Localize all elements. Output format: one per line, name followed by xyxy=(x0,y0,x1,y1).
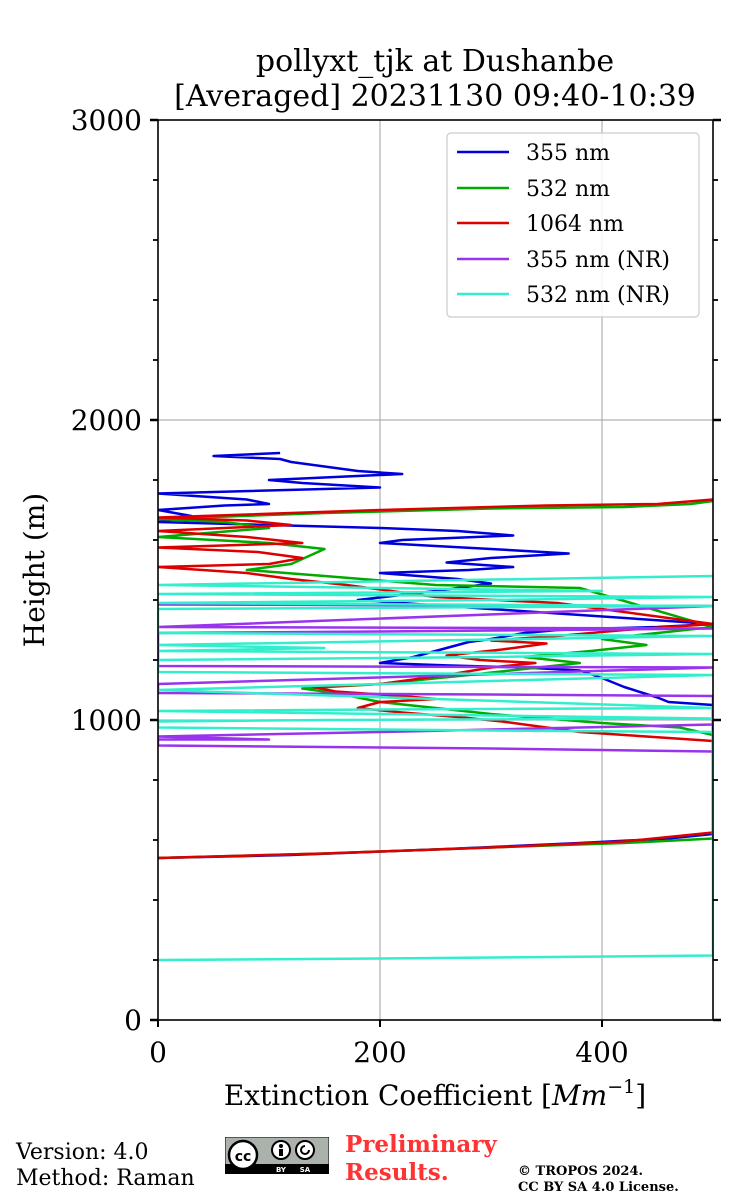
preliminary-line2: Results. xyxy=(345,1159,449,1186)
y-axis-label: Height (m) xyxy=(18,493,51,647)
x-tick-label-0: 0 xyxy=(149,1036,167,1069)
series-line-4 xyxy=(158,574,713,962)
x-tick-label-400: 400 xyxy=(575,1036,628,1069)
y-tick-label-3000: 3000 xyxy=(71,104,142,137)
copyright-notice: © TROPOS 2024. CC BY SA 4.0 License. xyxy=(518,1164,679,1196)
chart-title-line2: [Averaged] 20231130 09:40-10:39 xyxy=(174,79,696,114)
cc-icon xyxy=(227,1139,259,1171)
plot-frame xyxy=(157,119,714,1021)
x-tick-label-200: 200 xyxy=(353,1036,406,1069)
by-icon-body xyxy=(279,1149,283,1156)
version-text: Version: 4.0 xyxy=(16,1140,149,1165)
by-label: BY xyxy=(276,1166,287,1174)
x-axis-label-unit: Mm xyxy=(551,1079,607,1112)
series-line-3 xyxy=(158,603,713,753)
x-axis-label: Extinction Coefficient [Mm−1] xyxy=(224,1076,646,1112)
cc-license-badge: cc BY SA xyxy=(225,1137,329,1174)
legend-label-532: 532 nm xyxy=(526,177,610,202)
preliminary-notice: Preliminary Results. xyxy=(345,1131,497,1187)
series-line-2 xyxy=(158,498,713,860)
legend-label-355-nr: 355 nm (NR) xyxy=(526,248,670,273)
x-axis-label-main: Extinction Coefficient [ xyxy=(224,1079,552,1112)
copyright-line1: © TROPOS 2024. xyxy=(518,1164,644,1179)
cc-icon-text: cc xyxy=(235,1149,252,1165)
data-series xyxy=(158,451,713,962)
sa-icon xyxy=(295,1140,315,1160)
y-tick-label-1000: 1000 xyxy=(71,704,142,737)
method-text: Method: Raman xyxy=(16,1166,195,1191)
legend-label-532-nr: 532 nm (NR) xyxy=(526,283,670,308)
legend: 355 nm 532 nm 1064 nm 355 nm (NR) 532 nm… xyxy=(446,132,700,318)
preliminary-line1: Preliminary xyxy=(345,1131,497,1158)
x-axis-label-exp: −1 xyxy=(607,1076,635,1098)
sa-label: SA xyxy=(300,1166,311,1174)
legend-box xyxy=(446,132,700,318)
x-axis-label-close: ] xyxy=(635,1079,646,1112)
series-line-0 xyxy=(158,451,713,860)
y-tick-label-2000: 2000 xyxy=(71,404,142,437)
copyright-line2: CC BY SA 4.0 License. xyxy=(518,1180,679,1195)
chart-title-line1: pollyxt_tjk at Dushanbe xyxy=(256,44,614,79)
sa-icon-arrow xyxy=(300,1145,310,1155)
legend-label-1064: 1064 nm xyxy=(526,212,624,237)
axis-ticks xyxy=(150,118,721,1027)
series-line-1 xyxy=(158,499,713,860)
by-icon-head xyxy=(279,1144,283,1148)
legend-label-355: 355 nm xyxy=(526,141,610,166)
footer-info: Version: 4.0 Method: Raman xyxy=(16,1140,195,1192)
y-tick-label-0: 0 xyxy=(124,1004,142,1037)
